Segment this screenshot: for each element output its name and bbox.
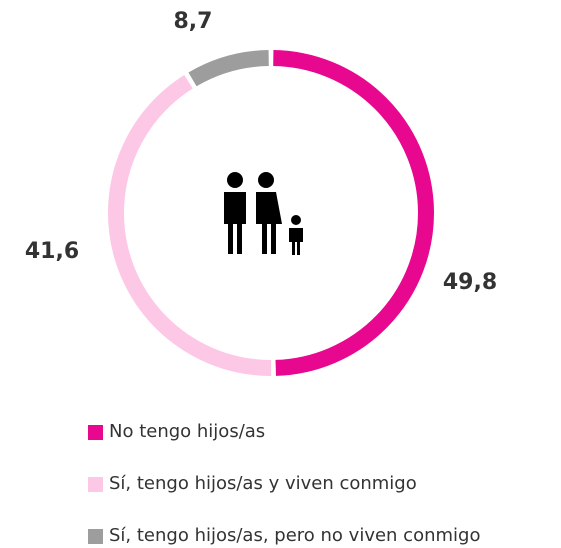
- legend-swatch: [88, 529, 103, 544]
- legend-label: No tengo hijos/as: [109, 421, 265, 442]
- value-label: 8,7: [174, 9, 213, 34]
- legend-swatch: [88, 477, 103, 492]
- donut-segment: [273, 50, 434, 376]
- family-icon: [224, 172, 303, 255]
- donut-segment: [188, 50, 269, 87]
- value-label: 49,8: [443, 270, 497, 295]
- donut-segment: [108, 74, 272, 376]
- legend-label: Sí, tengo hijos/as, pero no viven conmig…: [109, 525, 480, 546]
- legend-swatch: [88, 425, 103, 440]
- legend-label: Sí, tengo hijos/as y viven conmigo: [109, 473, 417, 494]
- value-label: 41,6: [25, 239, 79, 264]
